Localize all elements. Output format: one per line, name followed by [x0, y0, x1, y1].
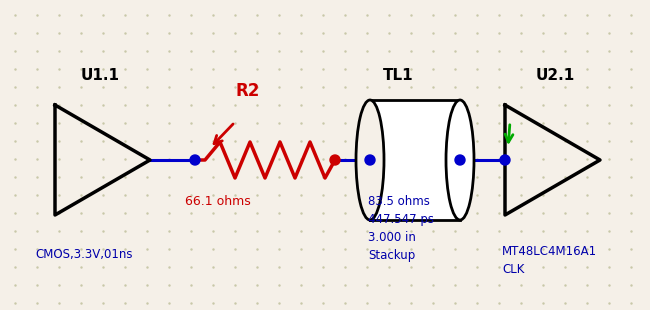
Text: CMOS,3.3V,01ns: CMOS,3.3V,01ns [35, 248, 133, 261]
Circle shape [330, 155, 340, 165]
Ellipse shape [356, 100, 384, 220]
Text: MT48LC4M16A1
CLK: MT48LC4M16A1 CLK [502, 245, 597, 276]
Text: R2: R2 [236, 82, 260, 100]
Ellipse shape [446, 100, 474, 220]
Circle shape [190, 155, 200, 165]
Text: U1.1: U1.1 [81, 68, 120, 83]
Text: TL1: TL1 [383, 68, 413, 83]
Polygon shape [370, 100, 460, 220]
Text: U2.1: U2.1 [536, 68, 575, 83]
Circle shape [455, 155, 465, 165]
Circle shape [500, 155, 510, 165]
Text: 66.1 ohms: 66.1 ohms [185, 195, 251, 208]
Text: 83.5 ohms
447.547 ps
3.000 in
Stackup: 83.5 ohms 447.547 ps 3.000 in Stackup [368, 195, 434, 262]
Circle shape [365, 155, 375, 165]
